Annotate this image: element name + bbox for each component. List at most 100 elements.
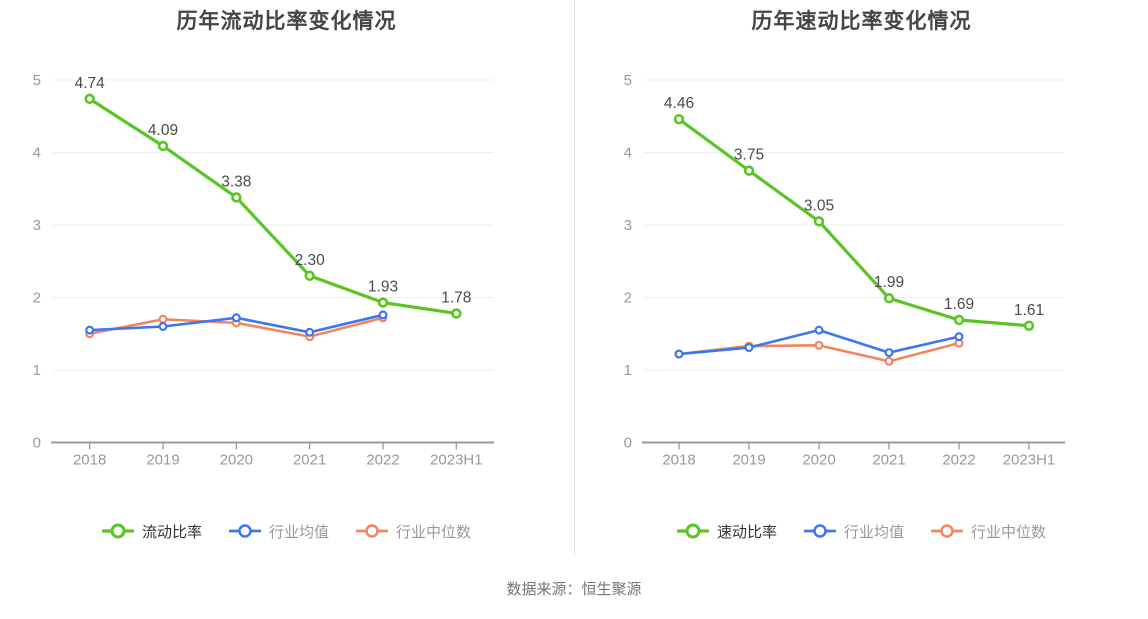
svg-text:2019: 2019: [732, 452, 765, 469]
x-axis-labels: 2018 2019 2020 2021 2022 2023H1: [73, 452, 483, 469]
data-labels: 4.74 4.09 3.38 2.30 1.93 1.78: [75, 75, 472, 307]
svg-text:2.30: 2.30: [295, 252, 326, 269]
svg-text:1.69: 1.69: [944, 296, 974, 313]
legend-item-2[interactable]: 行业中位数: [931, 521, 1046, 542]
svg-text:1.93: 1.93: [368, 279, 398, 296]
current-ratio-legend: 流动比率 行业均值 行业中位数: [0, 516, 573, 546]
data-point: [378, 310, 388, 320]
data-point: [813, 216, 825, 227]
legend-label: 行业中位数: [971, 523, 1047, 541]
data-point: [304, 270, 315, 281]
data-point: [744, 343, 754, 353]
svg-text:2023H1: 2023H1: [1003, 452, 1056, 469]
data-point: [377, 297, 389, 308]
legend-line-marker-icon: [803, 524, 836, 538]
svg-text:4.09: 4.09: [148, 122, 178, 139]
gridlines: [53, 79, 493, 371]
svg-text:2: 2: [624, 290, 632, 307]
svg-text:2018: 2018: [662, 452, 695, 469]
data-point: [158, 322, 168, 332]
quick-ratio-legend: 速动比率 行业均值 行业中位数: [575, 516, 1148, 546]
y-axis-labels: 0 1 2 3 4 5: [624, 72, 632, 452]
svg-text:2018: 2018: [73, 452, 106, 469]
legend-label: 行业中位数: [396, 523, 472, 541]
data-point: [953, 314, 965, 326]
series-line-0: 4.46 3.75 3.05 1.99 1.69 1.61: [664, 95, 1044, 331]
legend-item-1[interactable]: 行业均值: [228, 521, 329, 542]
data-point: [85, 325, 95, 335]
data-point: [231, 313, 241, 323]
data-point: [814, 340, 824, 350]
legend-line-marker-icon: [676, 523, 709, 539]
svg-text:3: 3: [33, 217, 41, 234]
current-ratio-chart-title: 历年流动比率变化情况: [176, 10, 397, 33]
svg-text:2020: 2020: [220, 452, 253, 469]
data-point: [673, 113, 685, 125]
series-line-0: 4.74 4.09 3.38 2.30 1.93 1.78: [75, 75, 472, 319]
svg-text:2022: 2022: [942, 452, 975, 469]
svg-text:3: 3: [624, 217, 632, 234]
svg-text:2021: 2021: [872, 452, 905, 469]
series-line-1: [85, 310, 388, 337]
legend-item-2[interactable]: 行业中位数: [356, 521, 471, 542]
y-axis-labels: 0 1 2 3 4 5: [33, 72, 41, 452]
data-point: [884, 348, 894, 358]
svg-text:2: 2: [33, 290, 41, 307]
svg-text:5: 5: [33, 72, 41, 89]
data-labels: 4.46 3.75 3.05 1.99 1.69 1.61: [664, 95, 1044, 319]
data-point: [1023, 320, 1035, 331]
series-line-2: [674, 338, 964, 366]
legend-item-1[interactable]: 行业均值: [803, 521, 904, 542]
legend-label: 行业均值: [843, 523, 904, 541]
legend-item-0[interactable]: 速动比率: [676, 521, 777, 542]
quick-ratio-chart-title: 历年速动比率变化情况: [751, 10, 972, 33]
legend-line-marker-icon: [931, 524, 963, 538]
svg-text:4.46: 4.46: [664, 95, 694, 112]
svg-text:2020: 2020: [802, 452, 835, 469]
data-point: [305, 327, 315, 337]
svg-text:2019: 2019: [146, 452, 179, 469]
series-line-1: [674, 325, 964, 359]
svg-text:1.78: 1.78: [441, 289, 471, 306]
x-axis-ticks: [678, 443, 1030, 450]
data-point: [158, 314, 168, 324]
legend-label: 行业均值: [268, 523, 329, 541]
svg-text:2023H1: 2023H1: [430, 452, 483, 469]
data-point: [451, 308, 462, 319]
data-point: [884, 356, 894, 366]
svg-text:0: 0: [624, 435, 632, 452]
svg-text:4: 4: [33, 145, 41, 162]
data-point: [674, 349, 684, 359]
legend-label: 流动比率: [141, 523, 202, 541]
legend-label: 速动比率: [716, 523, 777, 541]
x-axis-labels: 2018 2019 2020 2021 2022 2023H1: [662, 452, 1055, 469]
legend-line-marker-icon: [228, 524, 261, 538]
current-ratio-chart: 0 1 2 3 4 5 2018 2019 2020 2021 2022 2023H1 4.74 4.09…: [33, 72, 494, 469]
svg-text:2021: 2021: [293, 452, 326, 469]
data-point: [883, 293, 895, 304]
data-point: [157, 140, 169, 152]
legend-line-marker-icon: [101, 523, 134, 539]
legend-line-marker-icon: [356, 524, 388, 538]
svg-text:1.99: 1.99: [874, 274, 904, 291]
svg-text:2022: 2022: [366, 452, 399, 469]
svg-text:3.38: 3.38: [221, 173, 251, 190]
legend-item-0[interactable]: 流动比率: [101, 521, 202, 542]
data-source-label: 数据来源：恒生聚源: [506, 581, 642, 598]
quick-ratio-chart-panel: 0 1 2 3 4 5 2018 2019 2020 2021 2022 2023H1 4.46 3.75…: [574, 0, 1148, 556]
data-point: [814, 325, 824, 335]
svg-text:0: 0: [33, 435, 41, 452]
data-point: [231, 192, 242, 203]
current-ratio-chart-panel: 0 1 2 3 4 5 2018 2019 2020 2021 2022 2023H1 4.74 4.09…: [0, 0, 573, 556]
data-point: [743, 165, 755, 176]
gridlines: [644, 79, 1064, 371]
svg-text:4.74: 4.74: [75, 75, 106, 92]
data-point: [954, 332, 964, 342]
svg-text:1.61: 1.61: [1014, 302, 1044, 319]
svg-text:5: 5: [624, 72, 632, 89]
svg-text:3.05: 3.05: [804, 197, 834, 214]
svg-text:3.75: 3.75: [734, 147, 764, 164]
x-axis-ticks: [89, 443, 457, 450]
svg-text:1: 1: [624, 362, 632, 379]
